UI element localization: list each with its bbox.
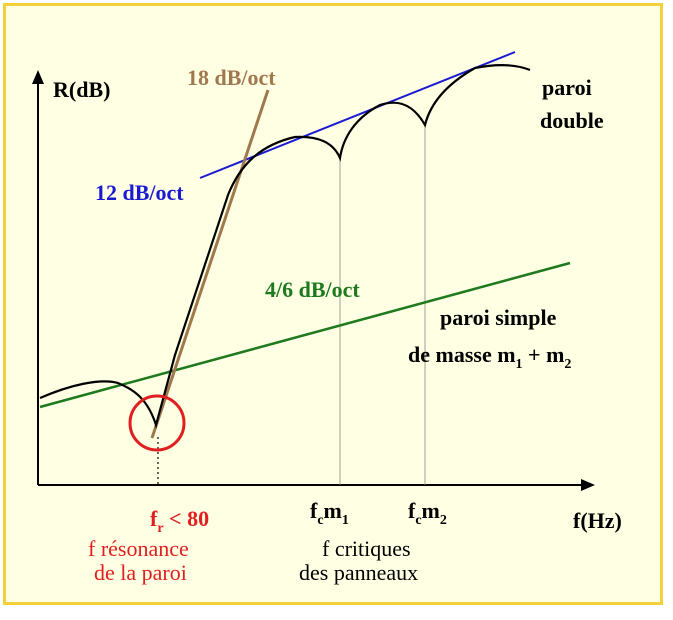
- resonance-desc-line1: f résonance: [88, 536, 189, 561]
- brown-slope-line: [150, 89, 270, 439]
- double-wall-curve: [39, 64, 531, 429]
- slope-12-label: 12 dB/oct: [95, 180, 184, 205]
- paroi-simple-line1: paroi simple: [440, 305, 557, 330]
- slope-46-label: 4/6 dB/oct: [265, 277, 360, 302]
- slope-18-label: 18 dB/oct: [187, 65, 276, 90]
- resonance-circle: [128, 394, 186, 452]
- x-axis-label: f(Hz): [573, 508, 622, 533]
- critical-frequency-1-label: fcm1: [310, 498, 349, 528]
- diagram-frame: [3, 3, 663, 605]
- resonance-frequency-label: fr < 80: [150, 506, 209, 536]
- critical-desc-line2: des panneaux: [299, 560, 418, 585]
- paroi-double-line2: double: [540, 108, 604, 133]
- paroi-simple-line2: de masse m1 + m2: [408, 342, 571, 372]
- y-axis-label: R(dB): [53, 77, 110, 102]
- critical-desc-line1: f critiques: [322, 536, 411, 561]
- resonance-desc-line2: de la paroi: [94, 560, 187, 585]
- green-slope-line: [39, 261, 571, 409]
- critical-frequency-2-label: fcm2: [408, 498, 447, 528]
- paroi-double-line1: paroi: [542, 75, 592, 100]
